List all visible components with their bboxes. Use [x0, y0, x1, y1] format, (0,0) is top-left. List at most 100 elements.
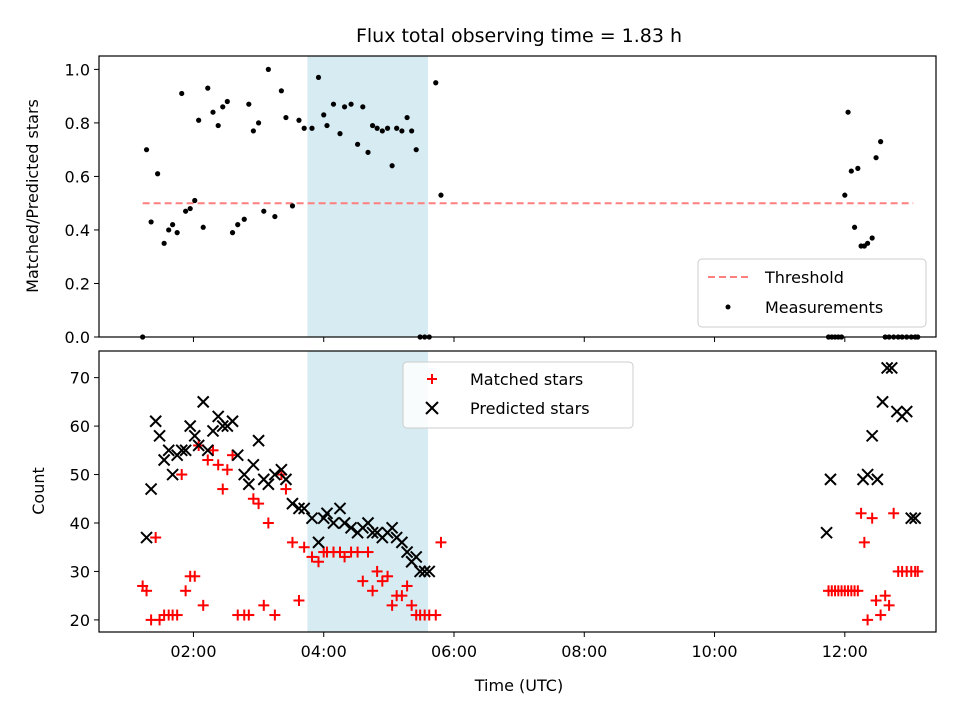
- predicted-star-point: [175, 444, 188, 457]
- measurement-point: [272, 213, 278, 220]
- bottom-x-tick-label: 12:00: [822, 642, 868, 661]
- top-x-ticks: [192, 337, 846, 342]
- matched-star-point: [367, 585, 379, 597]
- matched-star-point: [371, 565, 383, 577]
- matched-star-point: [171, 609, 183, 621]
- predicted-star-point: [162, 444, 175, 457]
- predicted-star-point: [216, 419, 229, 433]
- bottom-panel: 20 30 40 50 60 70 02:00 04:00 06:00 08:00 10:00 12…: [29, 350, 937, 695]
- matched-star-point: [150, 532, 162, 544]
- top-panel: 0.0 0.2 0.4 0.6 0.8 1.0 Matched/Predicted sta…: [23, 55, 937, 347]
- predicted-star-point: [344, 521, 358, 535]
- bottom-y-tick-label: 30: [70, 562, 90, 581]
- bottom-x-tick-label: 08:00: [561, 642, 607, 661]
- predicted-star-point: [824, 473, 837, 486]
- measurement-point: [183, 208, 189, 214]
- top-y-tick-label: 0.2: [65, 274, 90, 293]
- matched-star-point: [866, 512, 878, 524]
- measurement-point: [433, 80, 439, 86]
- measurement-point: [289, 203, 296, 209]
- measurement-point: [174, 230, 180, 236]
- top-legend: Threshold Measurements: [697, 258, 927, 328]
- measurement-point: [309, 125, 315, 131]
- measurement-point: [878, 139, 884, 145]
- predicted-star-point: [361, 516, 375, 530]
- predicted-star-point: [183, 419, 197, 433]
- measurement-point: [409, 128, 415, 134]
- matched-star-point: [212, 459, 224, 471]
- measurement-point: [220, 104, 226, 110]
- bottom-y-ticks: 20 30 40 50 60 70: [70, 369, 99, 630]
- predicted-star-point: [262, 478, 275, 491]
- measurement-point: [161, 240, 167, 246]
- measurement-point: [241, 216, 247, 222]
- matched-star-point: [879, 590, 891, 602]
- legend-measurements-label: Measurements: [765, 298, 883, 317]
- bottom-y-tick-label: 70: [70, 369, 90, 388]
- matched-star-point: [888, 507, 900, 519]
- measurement-point: [166, 227, 172, 233]
- bottom-y-tick-label: 60: [70, 417, 90, 436]
- matched-star-point: [376, 575, 388, 587]
- predicted-star-point: [865, 429, 879, 442]
- predicted-star-point: [242, 478, 256, 491]
- predicted-star-point: [157, 453, 171, 467]
- measurement-point: [278, 88, 284, 94]
- predicted-star-point: [166, 468, 179, 481]
- measurement-point: [170, 222, 176, 228]
- predicted-star-point: [908, 511, 922, 525]
- measurement-point: [341, 104, 348, 110]
- matched-star-point: [435, 536, 447, 548]
- matched-star-point: [852, 585, 864, 597]
- matched-star-point: [243, 609, 255, 621]
- top-y-tick-label: 1.0: [65, 60, 90, 79]
- matched-star-point: [262, 517, 274, 529]
- matched-star-point: [870, 595, 882, 607]
- predicted-star-point: [871, 473, 884, 486]
- predicted-star-point: [231, 448, 244, 462]
- predicted-stars-points: [140, 361, 922, 578]
- predicted-star-point: [149, 415, 162, 428]
- matched-star-point: [362, 546, 374, 558]
- predicted-star-point: [400, 545, 414, 559]
- measurement-point: [301, 125, 307, 131]
- predicted-star-point: [410, 550, 423, 564]
- matched-stars-points: [137, 439, 924, 626]
- measurement-point: [438, 192, 444, 198]
- matched-star-point: [862, 614, 874, 626]
- matched-star-point: [875, 609, 887, 621]
- predicted-star-point: [413, 565, 427, 578]
- matched-star-point: [258, 599, 270, 611]
- predicted-star-point: [153, 429, 166, 442]
- matched-star-point: [247, 493, 259, 505]
- bottom-x-ticks: 02:00 04:00 06:00 08:00 10:00 12:00: [170, 632, 868, 661]
- predicted-star-point: [201, 444, 214, 457]
- predicted-star-point: [333, 502, 347, 515]
- predicted-star-point: [885, 361, 898, 375]
- predicted-star-point: [366, 526, 379, 539]
- matched-star-point: [352, 546, 364, 558]
- x-axis-label: Time (UTC): [474, 676, 563, 695]
- predicted-star-point: [880, 361, 894, 375]
- measurement-point: [250, 128, 256, 134]
- predicted-star-point: [279, 473, 293, 486]
- measurement-point: [196, 117, 202, 123]
- matched-star-point: [396, 590, 408, 602]
- bottom-x-tick-label: 02:00: [170, 642, 216, 661]
- measurement-point: [374, 125, 380, 131]
- matched-star-point: [855, 507, 867, 519]
- legend-matched-swatch: [427, 374, 437, 384]
- matched-star-point: [280, 483, 292, 495]
- measurement-point: [855, 165, 861, 171]
- measurement-point: [369, 122, 376, 129]
- predicted-star-point: [275, 463, 288, 476]
- measurement-point: [179, 90, 185, 97]
- top-y-tick-label: 0.4: [65, 221, 90, 240]
- measurement-point: [321, 112, 327, 118]
- measurement-point: [845, 109, 851, 115]
- top-legend-box: [697, 258, 927, 328]
- predicted-star-point: [900, 405, 913, 418]
- matched-star-point: [180, 585, 192, 597]
- chart-title: Flux total observing time = 1.83 h: [356, 25, 682, 47]
- matched-star-point: [286, 536, 298, 548]
